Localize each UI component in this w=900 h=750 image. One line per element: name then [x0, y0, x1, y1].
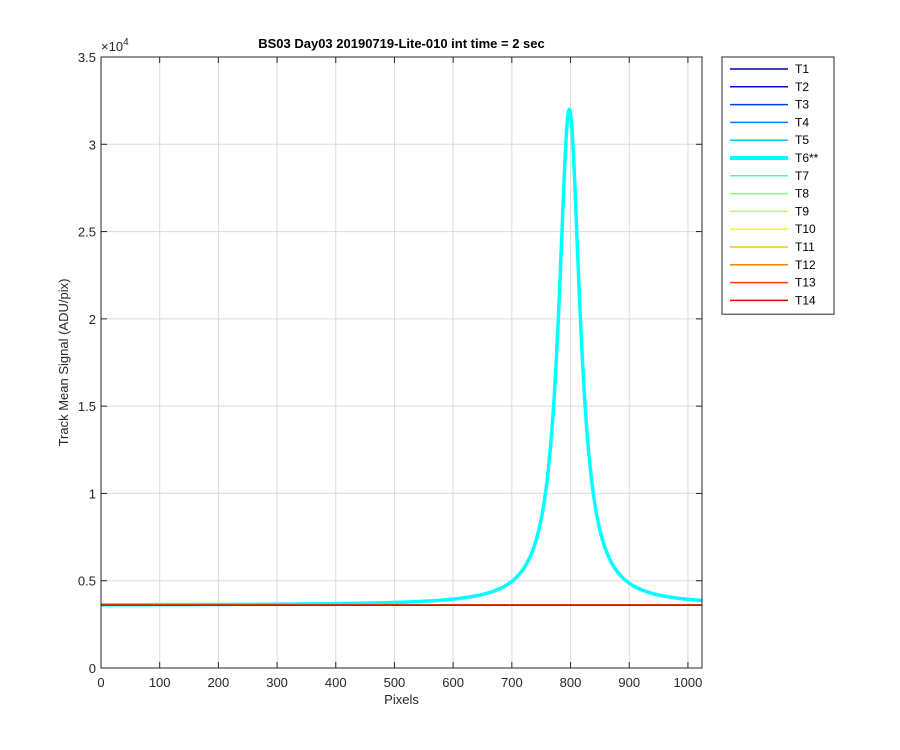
y-tick-label: 3 — [89, 137, 96, 152]
chart-title: BS03 Day03 20190719-Lite-010 int time = … — [258, 36, 545, 51]
x-tick-label: 1000 — [673, 675, 702, 690]
legend-label: T1 — [795, 62, 809, 76]
x-tick-label: 800 — [560, 675, 582, 690]
legend-label: T11 — [795, 240, 815, 254]
legend-label: T13 — [795, 276, 816, 290]
plot-area — [101, 57, 702, 668]
x-tick-label: 300 — [266, 675, 288, 690]
legend-label: T5 — [795, 133, 809, 147]
y-tick-label: 2.5 — [78, 225, 96, 240]
legend-label: T2 — [795, 80, 809, 94]
y-tick-label: 1.5 — [78, 399, 96, 414]
ticks: 0 100 200 300 400 500 600 700 800 900 1000 0 0.5 1 1.5… — [78, 50, 702, 690]
legend-label: T12 — [795, 258, 816, 272]
x-tick-label: 500 — [384, 675, 406, 690]
x-tick-label: 0 — [97, 675, 104, 690]
y-tick-label: 2 — [89, 312, 96, 327]
legend-box — [721, 56, 835, 315]
x-tick-label: 600 — [442, 675, 464, 690]
x-tick-label: 900 — [618, 675, 640, 690]
legend: T1 T2 T3 T4 T5 T6** T7 T8 T9 T10 T11 T12 T13 T14 — [721, 56, 835, 315]
y-tick-label: 0 — [89, 661, 96, 676]
y-axis-label: Track Mean Signal (ADU/pix) — [56, 279, 71, 447]
y-tick-label: 1 — [89, 486, 96, 501]
legend-label: T7 — [795, 169, 809, 183]
y-tick-label: 3.5 — [78, 50, 96, 65]
series-layer — [99, 107, 704, 607]
legend-label: T10 — [795, 222, 816, 236]
x-tick-label: 700 — [501, 675, 523, 690]
grid — [101, 57, 702, 668]
x-tick-label: 200 — [208, 675, 230, 690]
plot-frame — [100, 56, 703, 669]
x-tick-label: 400 — [325, 675, 347, 690]
legend-label: T9 — [795, 204, 809, 218]
x-tick-label: 100 — [149, 675, 171, 690]
legend-label: T6** — [795, 151, 819, 165]
legend-label: T8 — [795, 187, 809, 201]
legend-label: T14 — [795, 293, 816, 307]
x-axis-label: Pixels — [384, 692, 419, 707]
y-axis-exponent-power: 4 — [123, 37, 129, 48]
y-tick-label: 0.5 — [78, 574, 96, 589]
y-axis-exponent: ×104 — [101, 37, 129, 54]
legend-label: T3 — [795, 98, 809, 112]
legend-label: T4 — [795, 115, 809, 129]
y-axis-exponent-base: ×10 — [101, 39, 123, 54]
